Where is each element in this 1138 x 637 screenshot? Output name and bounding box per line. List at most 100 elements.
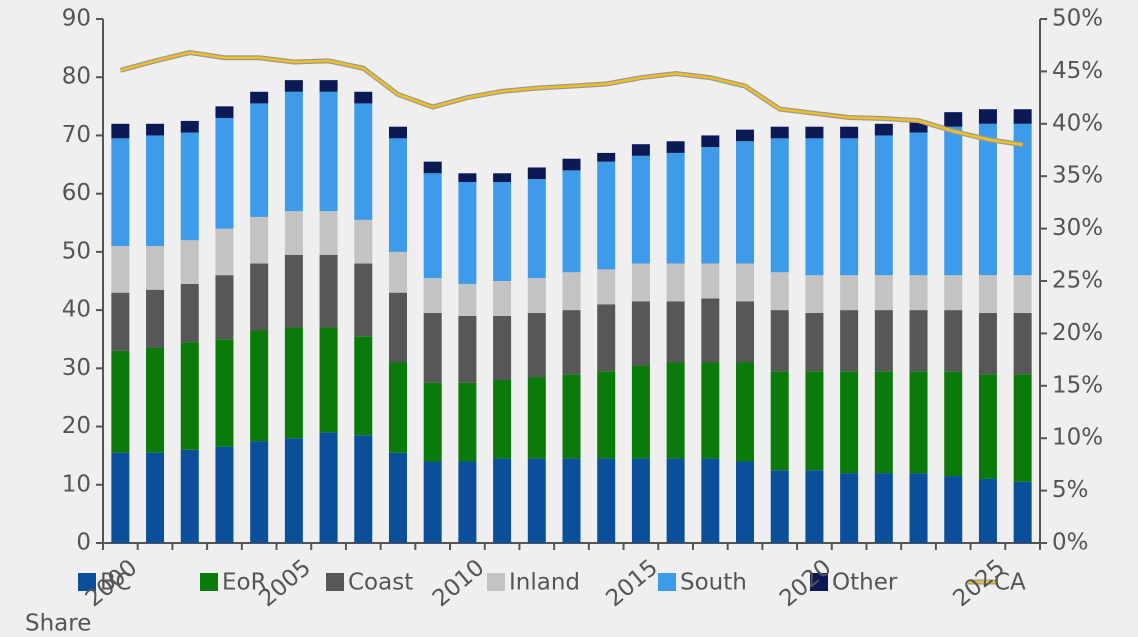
bar-segment: [215, 228, 234, 276]
bar-segment: [284, 91, 303, 212]
bar-segment: [944, 126, 963, 276]
bar-segment: [770, 272, 789, 311]
y2-tick-label: 45%: [1052, 58, 1103, 84]
bar-segment: [180, 449, 199, 543]
y-tick-label: 90: [62, 6, 91, 32]
bar-segment: [527, 179, 546, 279]
bar-segment: [284, 254, 303, 328]
bar-segment: [388, 138, 407, 252]
bar-segment: [215, 106, 234, 118]
legend-label: Other: [832, 570, 898, 596]
bar-segment: [493, 315, 512, 380]
bar-segment: [146, 135, 165, 247]
bar-segment: [978, 109, 997, 124]
bar-segment: [527, 167, 546, 180]
bar-segment: [215, 275, 234, 340]
bar-segment: [319, 91, 338, 212]
bar-segment: [562, 374, 581, 459]
bar-segment: [388, 362, 407, 453]
bar-segment: [909, 310, 928, 372]
y2-axis-label: Share: [25, 611, 91, 637]
line: [120, 51, 1023, 146]
bar-segment: [527, 313, 546, 378]
bar-segment: [944, 275, 963, 311]
y2-tick-label: 40%: [1052, 110, 1103, 136]
bar-segment: [944, 310, 963, 372]
bar-segment: [840, 310, 859, 372]
bar-segment: [840, 138, 859, 276]
bar-segment: [978, 313, 997, 375]
bar-segment: [805, 126, 824, 139]
y-tick-label: 60: [62, 180, 91, 206]
bar-segment: [874, 123, 893, 136]
legend-swatch: [810, 573, 828, 591]
bar-segment: [562, 272, 581, 311]
bar-segment: [180, 132, 199, 241]
bar-segment: [840, 473, 859, 543]
y2-tick-label: 30%: [1052, 215, 1103, 241]
legend-label: EoR: [222, 570, 267, 596]
y2-tick-label: 25%: [1052, 268, 1103, 294]
bar-segment: [1013, 123, 1032, 276]
bar-segment: [978, 275, 997, 314]
bar-segment: [701, 263, 720, 299]
bar-segment: [354, 435, 373, 543]
y-tick-label: 10: [62, 471, 91, 497]
bar-segment: [423, 173, 442, 279]
bar-segment: [736, 461, 755, 543]
bar-segment: [736, 362, 755, 462]
bar-segment: [701, 298, 720, 363]
bar-segment: [423, 461, 442, 543]
bar-segment: [701, 362, 720, 459]
bar-segment: [215, 339, 234, 447]
bar-segment: [666, 362, 685, 459]
bar-segment: [701, 135, 720, 148]
bar-segment: [944, 371, 963, 477]
legend-label: BC: [100, 570, 131, 596]
legend-label: South: [680, 570, 747, 596]
bar-segment: [597, 152, 616, 162]
legend-swatch: [326, 573, 344, 591]
bar-segment: [978, 374, 997, 479]
bar-segment: [1013, 109, 1032, 124]
bar-segment: [944, 476, 963, 543]
bar-segment: [597, 458, 616, 543]
y2-tick-label: 10%: [1052, 425, 1103, 451]
y-tick-label: 70: [62, 122, 91, 148]
bar-segment: [631, 458, 650, 543]
bar-segment: [805, 313, 824, 372]
bar-segment: [736, 141, 755, 264]
y2-tick-label: 15%: [1052, 372, 1103, 398]
bar-segment: [111, 138, 130, 247]
bar-segment: [388, 452, 407, 543]
bar-segment: [111, 292, 130, 351]
x-tick-label: 2000: [81, 555, 143, 613]
x-tick-label: 2010: [428, 555, 490, 613]
y-tick-label: 80: [62, 64, 91, 90]
bar-segment: [423, 382, 442, 462]
bar-segment: [250, 441, 269, 543]
x-tick-label: 2015: [601, 555, 663, 613]
bar-segment: [631, 263, 650, 302]
bar-segment: [319, 254, 338, 328]
legend-swatch: [487, 573, 505, 591]
bar-segment: [805, 371, 824, 471]
bar-segment: [736, 263, 755, 302]
bar-segment: [562, 458, 581, 543]
bar-segment: [1013, 313, 1032, 375]
bar-segment: [111, 350, 130, 453]
bar-segment: [666, 458, 685, 543]
bar-segment: [388, 251, 407, 293]
bar-segment: [319, 80, 338, 92]
bar-segment: [458, 173, 477, 183]
y-tick-label: 50: [62, 238, 91, 264]
bar-segment: [493, 379, 512, 459]
bar-segment: [805, 138, 824, 276]
bar-segment: [458, 315, 477, 383]
legend-label: Inland: [509, 570, 580, 596]
bar-segment: [458, 182, 477, 284]
bar-segment: [736, 301, 755, 363]
legend-swatch: [658, 573, 676, 591]
bar-segment: [354, 91, 373, 104]
